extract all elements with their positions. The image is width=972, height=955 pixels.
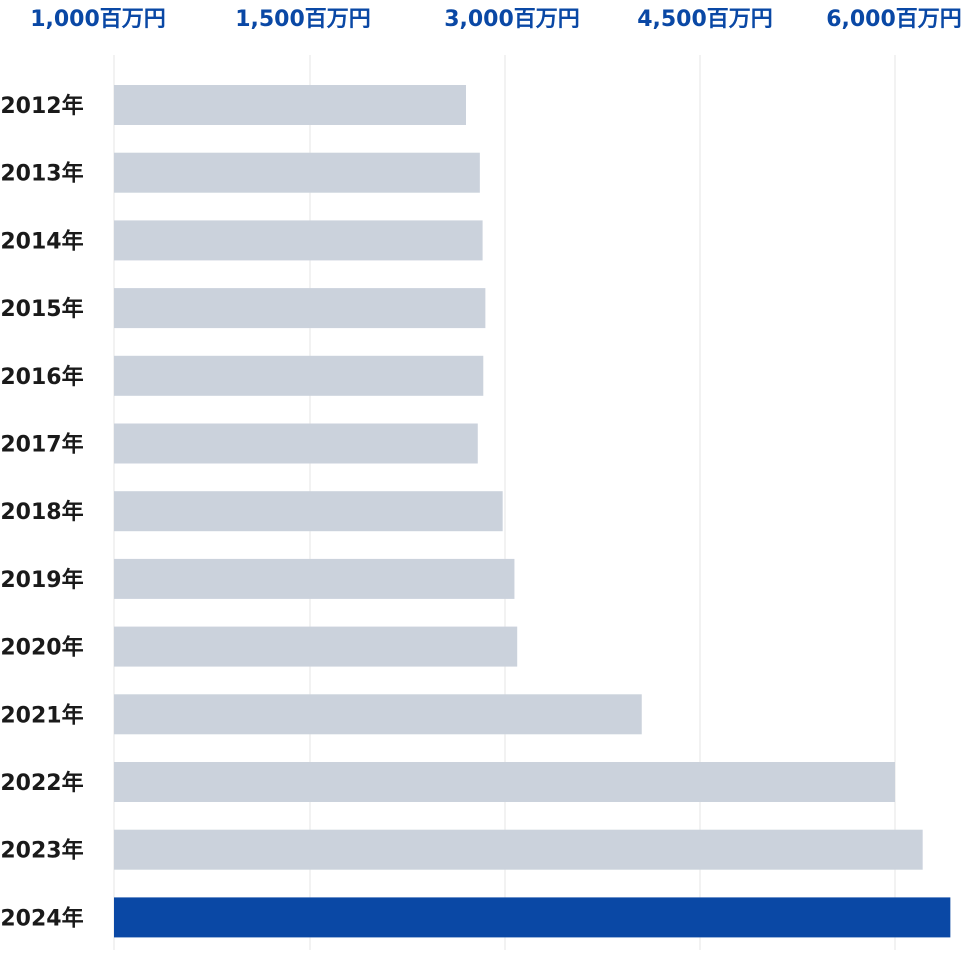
bar-2024年 bbox=[114, 897, 951, 938]
category-label: 2024年 bbox=[0, 905, 83, 931]
category-label: 2013年 bbox=[0, 161, 83, 187]
category-label: 2019年 bbox=[0, 567, 83, 593]
category-label: 2012年 bbox=[0, 93, 83, 119]
category-label: 2022年 bbox=[0, 770, 83, 796]
category-label: 2018年 bbox=[0, 499, 83, 525]
bar-2023年 bbox=[114, 829, 923, 870]
bar-2013年 bbox=[114, 152, 480, 193]
x-tick-label: 1,000百万円 bbox=[30, 7, 166, 32]
x-tick-label: 1,500百万円 bbox=[235, 7, 371, 32]
category-label: 2021年 bbox=[0, 702, 83, 728]
x-tick-label: 3,000百万円 bbox=[444, 7, 580, 32]
category-label: 2017年 bbox=[0, 432, 83, 458]
bar-2015年 bbox=[114, 288, 486, 329]
category-label: 2014年 bbox=[0, 228, 83, 254]
bar-2012年 bbox=[114, 85, 466, 125]
category-label: 2023年 bbox=[0, 838, 83, 864]
category-label: 2020年 bbox=[0, 635, 83, 661]
category-label: 2015年 bbox=[0, 296, 83, 322]
bar-2014年 bbox=[114, 220, 483, 261]
bar-2022年 bbox=[114, 762, 895, 802]
bar-2018年 bbox=[114, 491, 503, 532]
category-label: 2016年 bbox=[0, 364, 83, 390]
bar-2020年 bbox=[114, 626, 518, 667]
bar-2016年 bbox=[114, 355, 484, 396]
bar-2021年 bbox=[114, 694, 642, 735]
x-tick-label: 4,500百万円 bbox=[637, 7, 773, 32]
bar-2017年 bbox=[114, 423, 478, 464]
bar-2019年 bbox=[114, 558, 515, 599]
x-tick-label: 6,000百万円 bbox=[826, 7, 962, 32]
